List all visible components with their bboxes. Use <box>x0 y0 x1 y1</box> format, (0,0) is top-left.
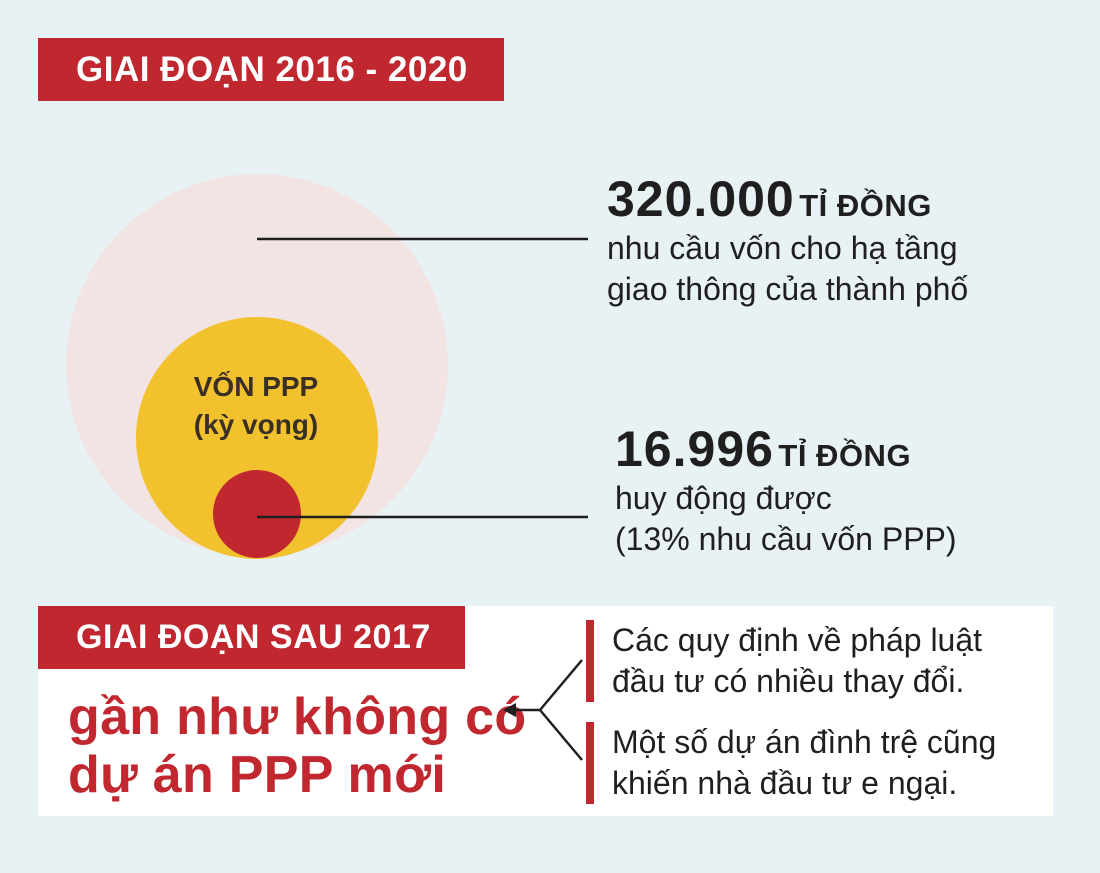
period-banner-after-2017-title: GIAI ĐOẠN SAU 2017 <box>76 618 431 656</box>
connector-lower-branch <box>539 709 583 761</box>
period-banner-title: GIAI ĐOẠN 2016 - 2020 <box>76 49 468 89</box>
total-demand-unit: TỈ ĐỒNG <box>799 188 932 223</box>
total-demand-figure: 320.000 TỈ ĐỒNG nhu cầu vốn cho hạ tầng … <box>607 170 1087 310</box>
total-demand-number: 320.000 <box>607 171 795 227</box>
total-demand-desc-line1: nhu cầu vốn cho hạ tầng <box>607 230 958 266</box>
period-banner-2016-2020: GIAI ĐOẠN 2016 - 2020 <box>38 38 504 101</box>
post-2017-headline: gần như không có dự án PPP mới <box>68 688 526 804</box>
reason-line2: đầu tư có nhiều thay đổi. <box>612 663 965 699</box>
ppp-expected-label-line1: VỐN PPP <box>193 371 319 402</box>
reason-item: Các quy định về pháp luật đầu tư có nhiề… <box>586 620 1046 702</box>
post-2017-headline-line2: dự án PPP mới <box>68 746 447 804</box>
ppp-raised-desc-line2: (13% nhu cầu vốn PPP) <box>615 521 957 557</box>
ppp-raised-unit: TỈ ĐỒNG <box>778 438 912 473</box>
reason-line1: Các quy định về pháp luật <box>612 622 983 658</box>
reason-bar-marker <box>586 722 594 804</box>
reason-bar-marker <box>586 620 594 702</box>
post-2017-headline-line1: gần như không có <box>68 688 527 746</box>
reason-line2: khiến nhà đầu tư e ngại. <box>612 765 958 801</box>
reason-item: Một số dự án đình trệ cũng khiến nhà đầu… <box>586 722 1046 804</box>
ppp-raised-number: 16.996 <box>615 421 774 477</box>
period-banner-after-2017: GIAI ĐOẠN SAU 2017 <box>38 606 465 669</box>
reason-line1: Một số dự án đình trệ cũng <box>612 724 997 760</box>
ppp-raised-desc-line1: huy động được <box>615 480 832 516</box>
ppp-expected-label-line2: (kỳ vọng) <box>193 409 319 440</box>
total-demand-desc-line2: giao thông của thành phố <box>607 271 969 307</box>
connector-upper-branch <box>539 659 583 711</box>
ppp-expected-circle <box>136 317 378 559</box>
ppp-raised-figure: 16.996 TỈ ĐỒNG huy động được (13% nhu cầ… <box>615 420 1085 560</box>
connector-arrowhead-icon <box>503 703 516 717</box>
ppp-expected-label: VỐN PPP (kỳ vọng) <box>146 368 366 444</box>
ppp-raised-circle <box>213 470 301 558</box>
